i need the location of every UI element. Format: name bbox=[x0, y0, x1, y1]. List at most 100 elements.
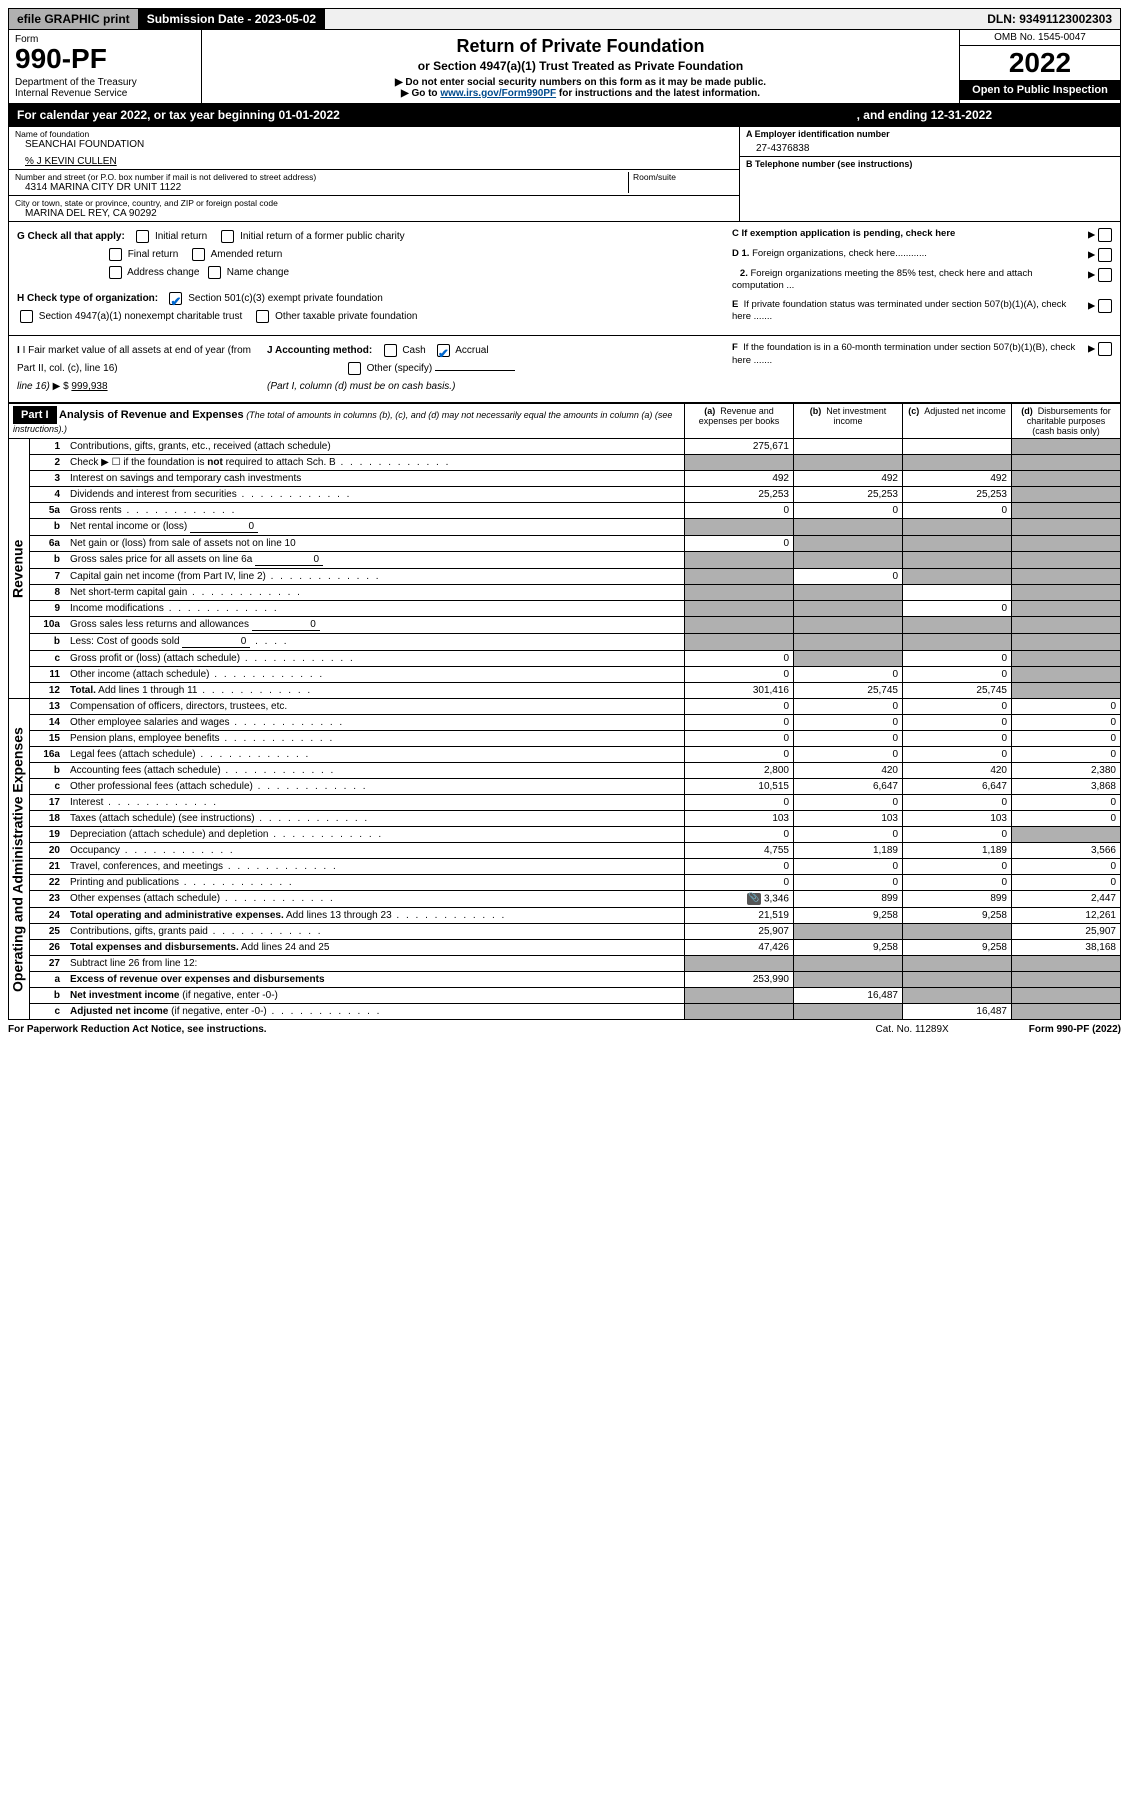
cell-shaded bbox=[903, 924, 1012, 940]
cell-value: 6,647 bbox=[903, 779, 1012, 795]
amended-return-checkbox[interactable] bbox=[192, 248, 205, 261]
address-change-checkbox[interactable] bbox=[109, 266, 122, 279]
cell-value: 0 bbox=[903, 827, 1012, 843]
table-row: 14Other employee salaries and wages0000 bbox=[9, 715, 1121, 731]
cell-value: 3,868 bbox=[1012, 779, 1121, 795]
cell-value: 3,566 bbox=[1012, 843, 1121, 859]
line-number: 9 bbox=[30, 601, 67, 617]
dept-treasury: Department of the Treasury bbox=[15, 77, 195, 88]
cell-value: 10,515 bbox=[685, 779, 794, 795]
instructions-link[interactable]: www.irs.gov/Form990PF bbox=[440, 88, 556, 99]
foundation-name: SEANCHAI FOUNDATION bbox=[15, 139, 733, 150]
f-checkbox[interactable] bbox=[1098, 342, 1112, 356]
cash-checkbox[interactable] bbox=[384, 344, 397, 357]
c-label: C If exemption application is pending, c… bbox=[732, 228, 955, 239]
cell-shaded bbox=[1012, 536, 1121, 552]
line-description: Contributions, gifts, grants paid bbox=[66, 924, 685, 940]
col-a-header: (a) Revenue and expenses per books bbox=[685, 404, 794, 439]
table-row: 22Printing and publications0000 bbox=[9, 875, 1121, 891]
cell-value: 301,416 bbox=[685, 683, 794, 699]
c-checkbox[interactable] bbox=[1098, 228, 1112, 242]
table-row: 6aNet gain or (loss) from sale of assets… bbox=[9, 536, 1121, 552]
table-row: bAccounting fees (attach schedule)2,8004… bbox=[9, 763, 1121, 779]
efile-label[interactable]: efile GRAPHIC print bbox=[9, 9, 139, 29]
cell-value: 0 bbox=[685, 536, 794, 552]
line-description: Excess of revenue over expenses and disb… bbox=[66, 972, 685, 988]
cell-value: 9,258 bbox=[903, 940, 1012, 956]
other-taxable-checkbox[interactable] bbox=[256, 310, 269, 323]
top-bar: efile GRAPHIC print Submission Date - 20… bbox=[8, 8, 1121, 30]
line-number: 16a bbox=[30, 747, 67, 763]
table-row: 24Total operating and administrative exp… bbox=[9, 908, 1121, 924]
cell-shaded bbox=[903, 988, 1012, 1004]
cell-shaded bbox=[685, 1004, 794, 1020]
cell-value: 25,253 bbox=[685, 487, 794, 503]
care-of: % J KEVIN CULLEN bbox=[15, 156, 733, 167]
table-row: 23Other expenses (attach schedule) 3,346… bbox=[9, 891, 1121, 908]
line-description: Gross profit or (loss) (attach schedule) bbox=[66, 651, 685, 667]
form-ref: Form 990-PF (2022) bbox=[1029, 1024, 1121, 1035]
initial-return-checkbox[interactable] bbox=[136, 230, 149, 243]
cell-value: 0 bbox=[685, 503, 794, 519]
other-method-checkbox[interactable] bbox=[348, 362, 361, 375]
501c3-checkbox[interactable] bbox=[169, 292, 182, 305]
table-row: 5aGross rents000 bbox=[9, 503, 1121, 519]
line-number: b bbox=[30, 552, 67, 569]
cell-value bbox=[794, 439, 903, 455]
section-operating and administrative expenses: Operating and Administrative Expenses bbox=[9, 699, 30, 1020]
cell-value bbox=[903, 585, 1012, 601]
form-subtitle: or Section 4947(a)(1) Trust Treated as P… bbox=[210, 59, 951, 73]
cell-shaded bbox=[685, 552, 794, 569]
cell-value: 25,907 bbox=[1012, 924, 1121, 940]
d1-checkbox[interactable] bbox=[1098, 248, 1112, 262]
attachment-icon[interactable] bbox=[747, 893, 761, 905]
cell-value: 0 bbox=[794, 667, 903, 683]
e-checkbox[interactable] bbox=[1098, 299, 1112, 313]
initial-former-checkbox[interactable] bbox=[221, 230, 234, 243]
line-description: Net gain or (loss) from sale of assets n… bbox=[66, 536, 685, 552]
line-description: Check ▶ ☐ if the foundation is not requi… bbox=[66, 455, 685, 471]
cell-value: 0 bbox=[794, 569, 903, 585]
4947a1-checkbox[interactable] bbox=[20, 310, 33, 323]
cell-value: 0 bbox=[903, 875, 1012, 891]
ein: 27-4376838 bbox=[746, 143, 1114, 154]
final-return-checkbox[interactable] bbox=[109, 248, 122, 261]
page-footer: For Paperwork Reduction Act Notice, see … bbox=[8, 1020, 1121, 1039]
line-number: 6a bbox=[30, 536, 67, 552]
cell-value: 25,253 bbox=[794, 487, 903, 503]
line-description: Net short-term capital gain bbox=[66, 585, 685, 601]
cell-shaded bbox=[903, 956, 1012, 972]
cell-shaded bbox=[1012, 569, 1121, 585]
d2-checkbox[interactable] bbox=[1098, 268, 1112, 282]
cell-shaded bbox=[1012, 455, 1121, 471]
table-row: cAdjusted net income (if negative, enter… bbox=[9, 1004, 1121, 1020]
name-change-checkbox[interactable] bbox=[208, 266, 221, 279]
instructions-link-row: ▶ Go to www.irs.gov/Form990PF for instru… bbox=[210, 88, 951, 99]
table-row: Operating and Administrative Expenses13C… bbox=[9, 699, 1121, 715]
table-row: 9Income modifications0 bbox=[9, 601, 1121, 617]
table-row: 27Subtract line 26 from line 12: bbox=[9, 956, 1121, 972]
cell-value: 0 bbox=[903, 601, 1012, 617]
street-address: 4314 MARINA CITY DR UNIT 1122 bbox=[15, 182, 628, 193]
line-number: 4 bbox=[30, 487, 67, 503]
paperwork-notice: For Paperwork Reduction Act Notice, see … bbox=[8, 1024, 267, 1035]
accrual-checkbox[interactable] bbox=[437, 344, 450, 357]
line-number: c bbox=[30, 651, 67, 667]
cell-shaded bbox=[794, 519, 903, 536]
line-number: b bbox=[30, 634, 67, 651]
cell-shaded bbox=[685, 634, 794, 651]
line-number: c bbox=[30, 779, 67, 795]
table-row: bLess: Cost of goods sold 0 bbox=[9, 634, 1121, 651]
line-number: 27 bbox=[30, 956, 67, 972]
cell-value: 0 bbox=[794, 827, 903, 843]
line-number: 7 bbox=[30, 569, 67, 585]
cell-value: 492 bbox=[903, 471, 1012, 487]
line-description: Other employee salaries and wages bbox=[66, 715, 685, 731]
cell-value: 0 bbox=[903, 715, 1012, 731]
e-text: If private foundation status was termina… bbox=[732, 299, 1066, 322]
table-row: 8Net short-term capital gain bbox=[9, 585, 1121, 601]
table-row: 16aLegal fees (attach schedule)0000 bbox=[9, 747, 1121, 763]
submission-date: Submission Date - 2023-05-02 bbox=[139, 9, 325, 29]
cell-value: 103 bbox=[903, 811, 1012, 827]
line-number: 22 bbox=[30, 875, 67, 891]
